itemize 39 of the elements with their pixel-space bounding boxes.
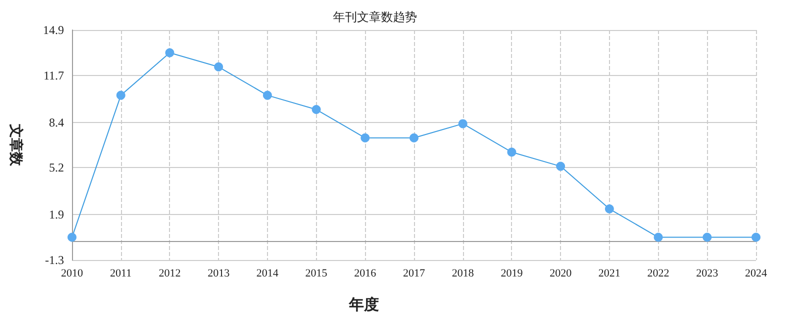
point xyxy=(165,48,174,58)
y-tick-label: 1.9 xyxy=(49,208,64,222)
point xyxy=(458,119,468,128)
x-tick-label: 2015 xyxy=(305,268,328,280)
x-tick-label: 2017 xyxy=(403,268,426,280)
x-tick-label: 2020 xyxy=(550,268,572,280)
point xyxy=(312,105,321,114)
x-tick-label: 2024 xyxy=(745,268,768,280)
y-tick-label: -1.3 xyxy=(45,253,64,267)
point xyxy=(702,232,712,242)
y-tick-label: 5.2 xyxy=(49,160,64,175)
y-tick-label: 11.7 xyxy=(43,68,64,82)
point xyxy=(360,133,370,142)
point xyxy=(116,90,126,100)
x-tick-label: 2022 xyxy=(647,268,670,280)
x-tick-label: 2018 xyxy=(452,268,474,280)
x-tick-label: 2014 xyxy=(256,268,279,280)
chart-title: 年刊文章数趋势 xyxy=(333,10,417,24)
point xyxy=(507,148,516,157)
x-tick-label: 2023 xyxy=(696,268,719,280)
x-tick-label: 2011 xyxy=(110,268,132,280)
point xyxy=(752,232,760,242)
point xyxy=(556,162,566,171)
y-axis-title: 文章数 xyxy=(8,123,24,167)
x-tick-label: 2012 xyxy=(158,268,181,280)
x-tick-label: 2019 xyxy=(500,268,524,280)
point xyxy=(262,90,272,100)
y-tick-label: 14.9 xyxy=(43,23,64,37)
x-tick-label: 2010 xyxy=(61,268,84,280)
point xyxy=(68,232,76,242)
x-tick-label: 2016 xyxy=(354,268,377,280)
point xyxy=(604,204,614,214)
x-tick-label: 2021 xyxy=(598,268,620,280)
y-tick-label: 8.4 xyxy=(49,115,64,130)
x-tick-label: 2013 xyxy=(208,268,230,280)
point xyxy=(410,133,418,142)
x-axis-title: 年度 xyxy=(348,296,379,314)
point xyxy=(214,62,224,72)
point xyxy=(654,232,663,242)
